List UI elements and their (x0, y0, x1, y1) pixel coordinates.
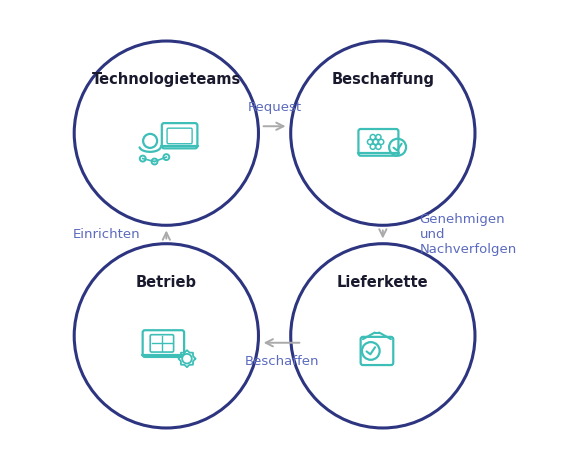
Circle shape (291, 41, 475, 225)
Text: Genehmigen
und
Nachverfolgen: Genehmigen und Nachverfolgen (419, 213, 517, 256)
Polygon shape (178, 350, 195, 367)
Text: Request: Request (248, 101, 302, 114)
Circle shape (74, 41, 258, 225)
Text: Beschaffung: Beschaffung (332, 72, 434, 87)
Text: Einrichten: Einrichten (73, 228, 140, 241)
Circle shape (291, 244, 475, 428)
Circle shape (362, 342, 379, 360)
Text: Beschaffen: Beschaffen (244, 355, 319, 368)
Circle shape (74, 244, 258, 428)
Text: Lieferkette: Lieferkette (337, 275, 428, 290)
Text: Betrieb: Betrieb (136, 275, 197, 290)
Text: Technologieteams: Technologieteams (92, 72, 241, 87)
Circle shape (182, 354, 192, 363)
